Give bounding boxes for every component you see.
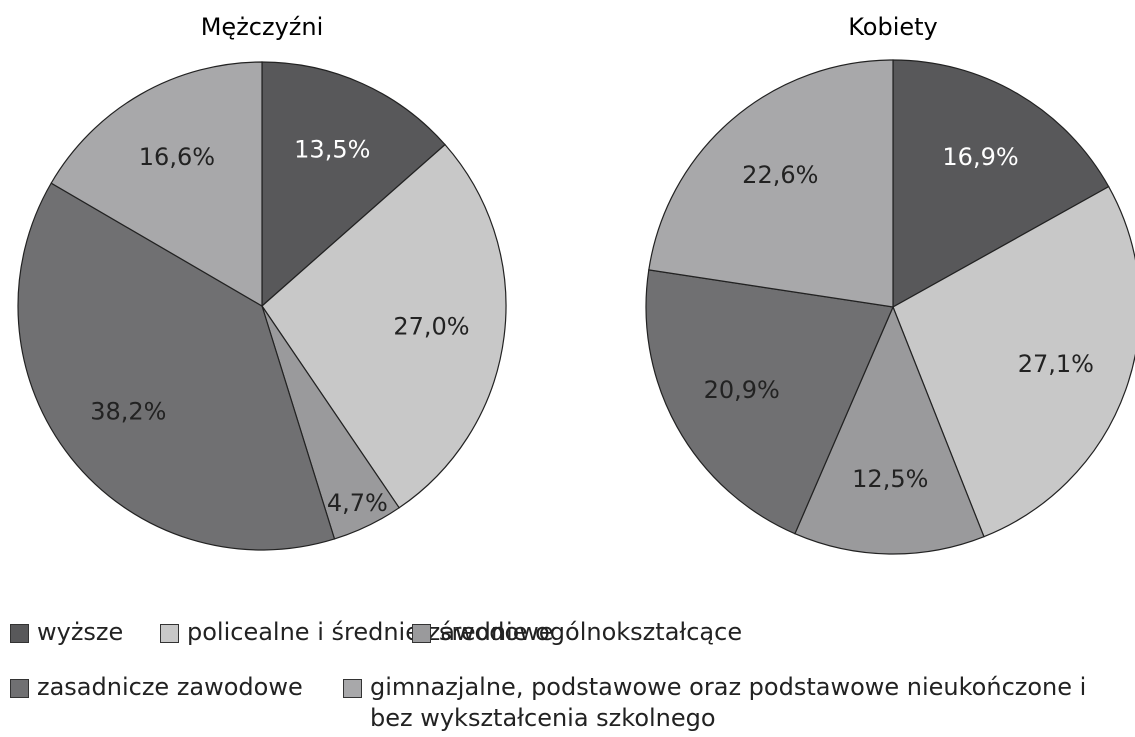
pie-slice [261, 143, 507, 509]
data-label: 27,0% [393, 312, 469, 340]
chart-title: Mężczyźni [201, 13, 324, 41]
pie-slice [648, 59, 894, 308]
data-label: 13,5% [294, 135, 370, 163]
data-label: 16,6% [139, 143, 215, 171]
legend-label: gimnazjalne, podstawowe oraz podstawowe … [370, 673, 1087, 732]
data-label: 22,6% [742, 161, 818, 189]
pie-slice [794, 305, 985, 555]
legend-item: średnie ogólnokształcące [412, 617, 742, 648]
legend-label: średnie ogólnokształcące [439, 618, 743, 646]
legend-swatch [412, 624, 431, 643]
pie-slice [17, 182, 336, 551]
legend-item: gimnazjalne, podstawowe oraz podstawowe … [343, 672, 1133, 734]
legend-swatch [10, 679, 29, 698]
charts: Mężczyźni 13,5% 27,0% 4,7% 38,2% 16,6% Kobiety… [17, 13, 1135, 555]
data-label: 27,1% [1018, 350, 1094, 378]
data-label: 16,9% [942, 143, 1018, 171]
legend-label: wyższe [37, 618, 124, 646]
legend-label: zasadnicze zawodowe [37, 673, 303, 701]
pie-slice [50, 61, 263, 308]
pie-slice [892, 185, 1135, 538]
chart-title: Kobiety [848, 13, 938, 41]
pie-slice [892, 59, 1110, 309]
data-label: 20,9% [704, 376, 780, 404]
data-label: 4,7% [327, 489, 388, 517]
legend-item: zasadnicze zawodowe [10, 672, 303, 703]
legend-swatch [160, 624, 179, 643]
legend-item: wyższe [10, 617, 123, 648]
data-label: 12,5% [852, 465, 928, 493]
data-label: 38,2% [90, 397, 166, 425]
legend-label: policealne i średnie zawodowe [187, 618, 554, 646]
legend-swatch [343, 679, 362, 698]
pie-slice [645, 269, 894, 535]
pie-slice [261, 61, 446, 308]
legend-item: policealne i średnie zawodowe [160, 617, 554, 648]
legend-swatch [10, 624, 29, 643]
